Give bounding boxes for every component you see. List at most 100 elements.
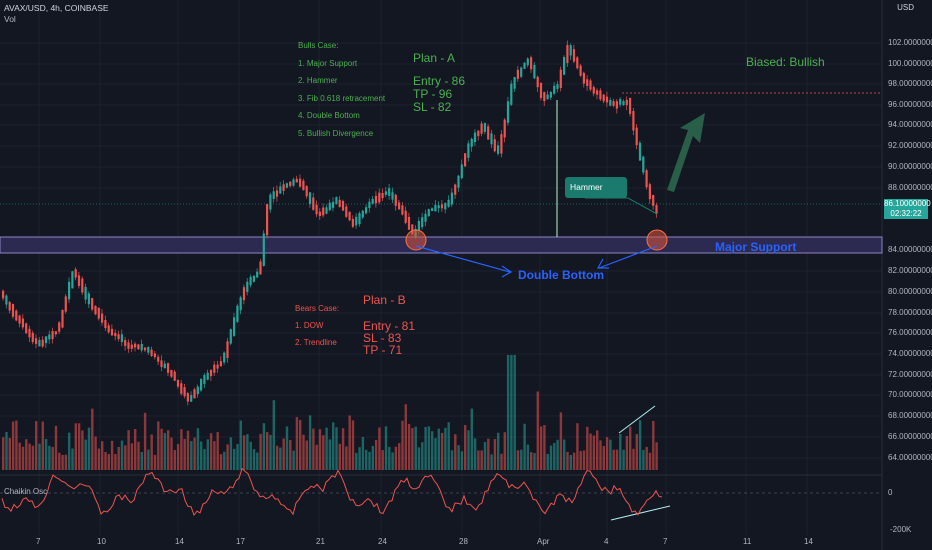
volume-bar <box>417 447 421 470</box>
volume-bar <box>130 443 134 470</box>
volume-bar <box>332 422 335 470</box>
price-tick-label: 90.00000000 <box>888 162 932 171</box>
candle <box>15 310 18 321</box>
candle <box>38 339 41 347</box>
volume-bar <box>71 448 74 470</box>
volume-bar <box>629 426 632 470</box>
volume-bar <box>460 451 464 470</box>
candle <box>355 216 358 226</box>
candle <box>68 281 71 300</box>
volume-bar <box>523 423 526 470</box>
volume-bar <box>140 451 143 470</box>
candle <box>424 213 427 222</box>
double-bottom-circle-right <box>646 229 668 251</box>
candle <box>236 305 239 322</box>
candle <box>252 275 255 282</box>
volume-bar <box>196 428 200 470</box>
volume-bar <box>21 446 25 470</box>
major-support-label[interactable]: Major Support <box>715 240 797 254</box>
candle <box>450 192 453 205</box>
candle <box>206 372 209 380</box>
volume-bar <box>173 449 176 470</box>
candle <box>318 211 321 216</box>
volume-bar <box>200 441 203 470</box>
bulls-case-note[interactable]: Bulls Case: 1. Major Support 2. Hammer 3… <box>298 37 385 142</box>
plan-a-note[interactable]: Plan - A Entry - 86 TP - 96 SL - 82 <box>413 52 465 114</box>
plan-b-note[interactable]: Plan - B Entry - 81 SL - 83 TP - 71 <box>363 294 415 356</box>
candle <box>417 221 420 231</box>
volume-bar <box>609 439 612 470</box>
volume-bar <box>163 432 167 470</box>
volume-bar <box>490 454 493 470</box>
candle <box>625 99 628 106</box>
volume-bar <box>622 449 625 470</box>
volume-bar <box>101 441 104 470</box>
candle <box>84 286 87 300</box>
volume-bar <box>5 431 8 470</box>
candle <box>536 76 539 88</box>
volume-bar <box>269 434 272 470</box>
volume-bar <box>213 441 216 470</box>
volume-bar <box>51 446 54 470</box>
candle <box>279 186 282 194</box>
bears-case-item: 2. Trendline <box>295 338 337 347</box>
candle <box>487 126 490 140</box>
price-tick-label: 78.00000000 <box>888 308 932 317</box>
volume-bar <box>15 420 18 470</box>
volume-bar <box>510 355 513 470</box>
volume-bar <box>226 444 229 470</box>
volume-bar <box>193 437 196 470</box>
bullish-arrow <box>667 113 705 192</box>
volume-bar <box>589 433 592 470</box>
candle <box>622 101 625 106</box>
volume-bar <box>487 438 490 470</box>
candle <box>421 217 424 228</box>
volume-bar <box>464 425 467 470</box>
candle <box>305 186 308 197</box>
price-tick-label: 96.00000000 <box>888 100 932 109</box>
candle <box>104 320 107 329</box>
volume-bar <box>279 447 282 470</box>
candle <box>427 209 430 217</box>
volume-bar <box>183 438 186 470</box>
candle <box>285 183 288 188</box>
volume-bar <box>153 454 157 470</box>
candle <box>629 97 632 114</box>
volume-bar <box>467 430 470 470</box>
candle <box>596 90 599 95</box>
candle <box>341 200 345 211</box>
candle <box>193 389 196 399</box>
candle <box>576 57 579 69</box>
volume-bar <box>391 452 394 470</box>
volume-bar <box>516 450 520 470</box>
hammer-callout[interactable]: Hammer <box>565 177 627 198</box>
volume-bar <box>388 446 391 470</box>
candle <box>493 139 496 152</box>
volume-bar <box>582 450 586 470</box>
candle <box>553 85 556 94</box>
volume-bar <box>104 452 107 470</box>
double-bottom-label[interactable]: Double Bottom <box>518 268 604 282</box>
volume-bar <box>586 426 589 470</box>
symbol-title[interactable]: AVAX/USD, 4h, COINBASE <box>4 3 109 13</box>
time-tick-label: 10 <box>97 537 106 546</box>
candle <box>467 143 470 158</box>
volume-bar <box>447 422 450 470</box>
candle <box>655 205 658 214</box>
candle <box>216 364 219 369</box>
candle <box>266 204 269 236</box>
price-tick-label: 100.00000000 <box>888 59 932 68</box>
bears-case-note[interactable]: Bears Case: 1. DOW 2. Trendline <box>295 300 339 351</box>
volume-bar <box>368 451 371 470</box>
candle <box>464 153 467 167</box>
candle <box>58 322 61 332</box>
candle <box>302 180 305 191</box>
volume-bar <box>120 440 124 470</box>
candle <box>497 145 500 154</box>
candle <box>71 271 74 289</box>
bias-note[interactable]: Biased: Bullish <box>746 55 825 69</box>
time-tick-label: 11 <box>743 537 752 546</box>
volume-bar <box>579 450 582 470</box>
candle <box>140 343 143 351</box>
